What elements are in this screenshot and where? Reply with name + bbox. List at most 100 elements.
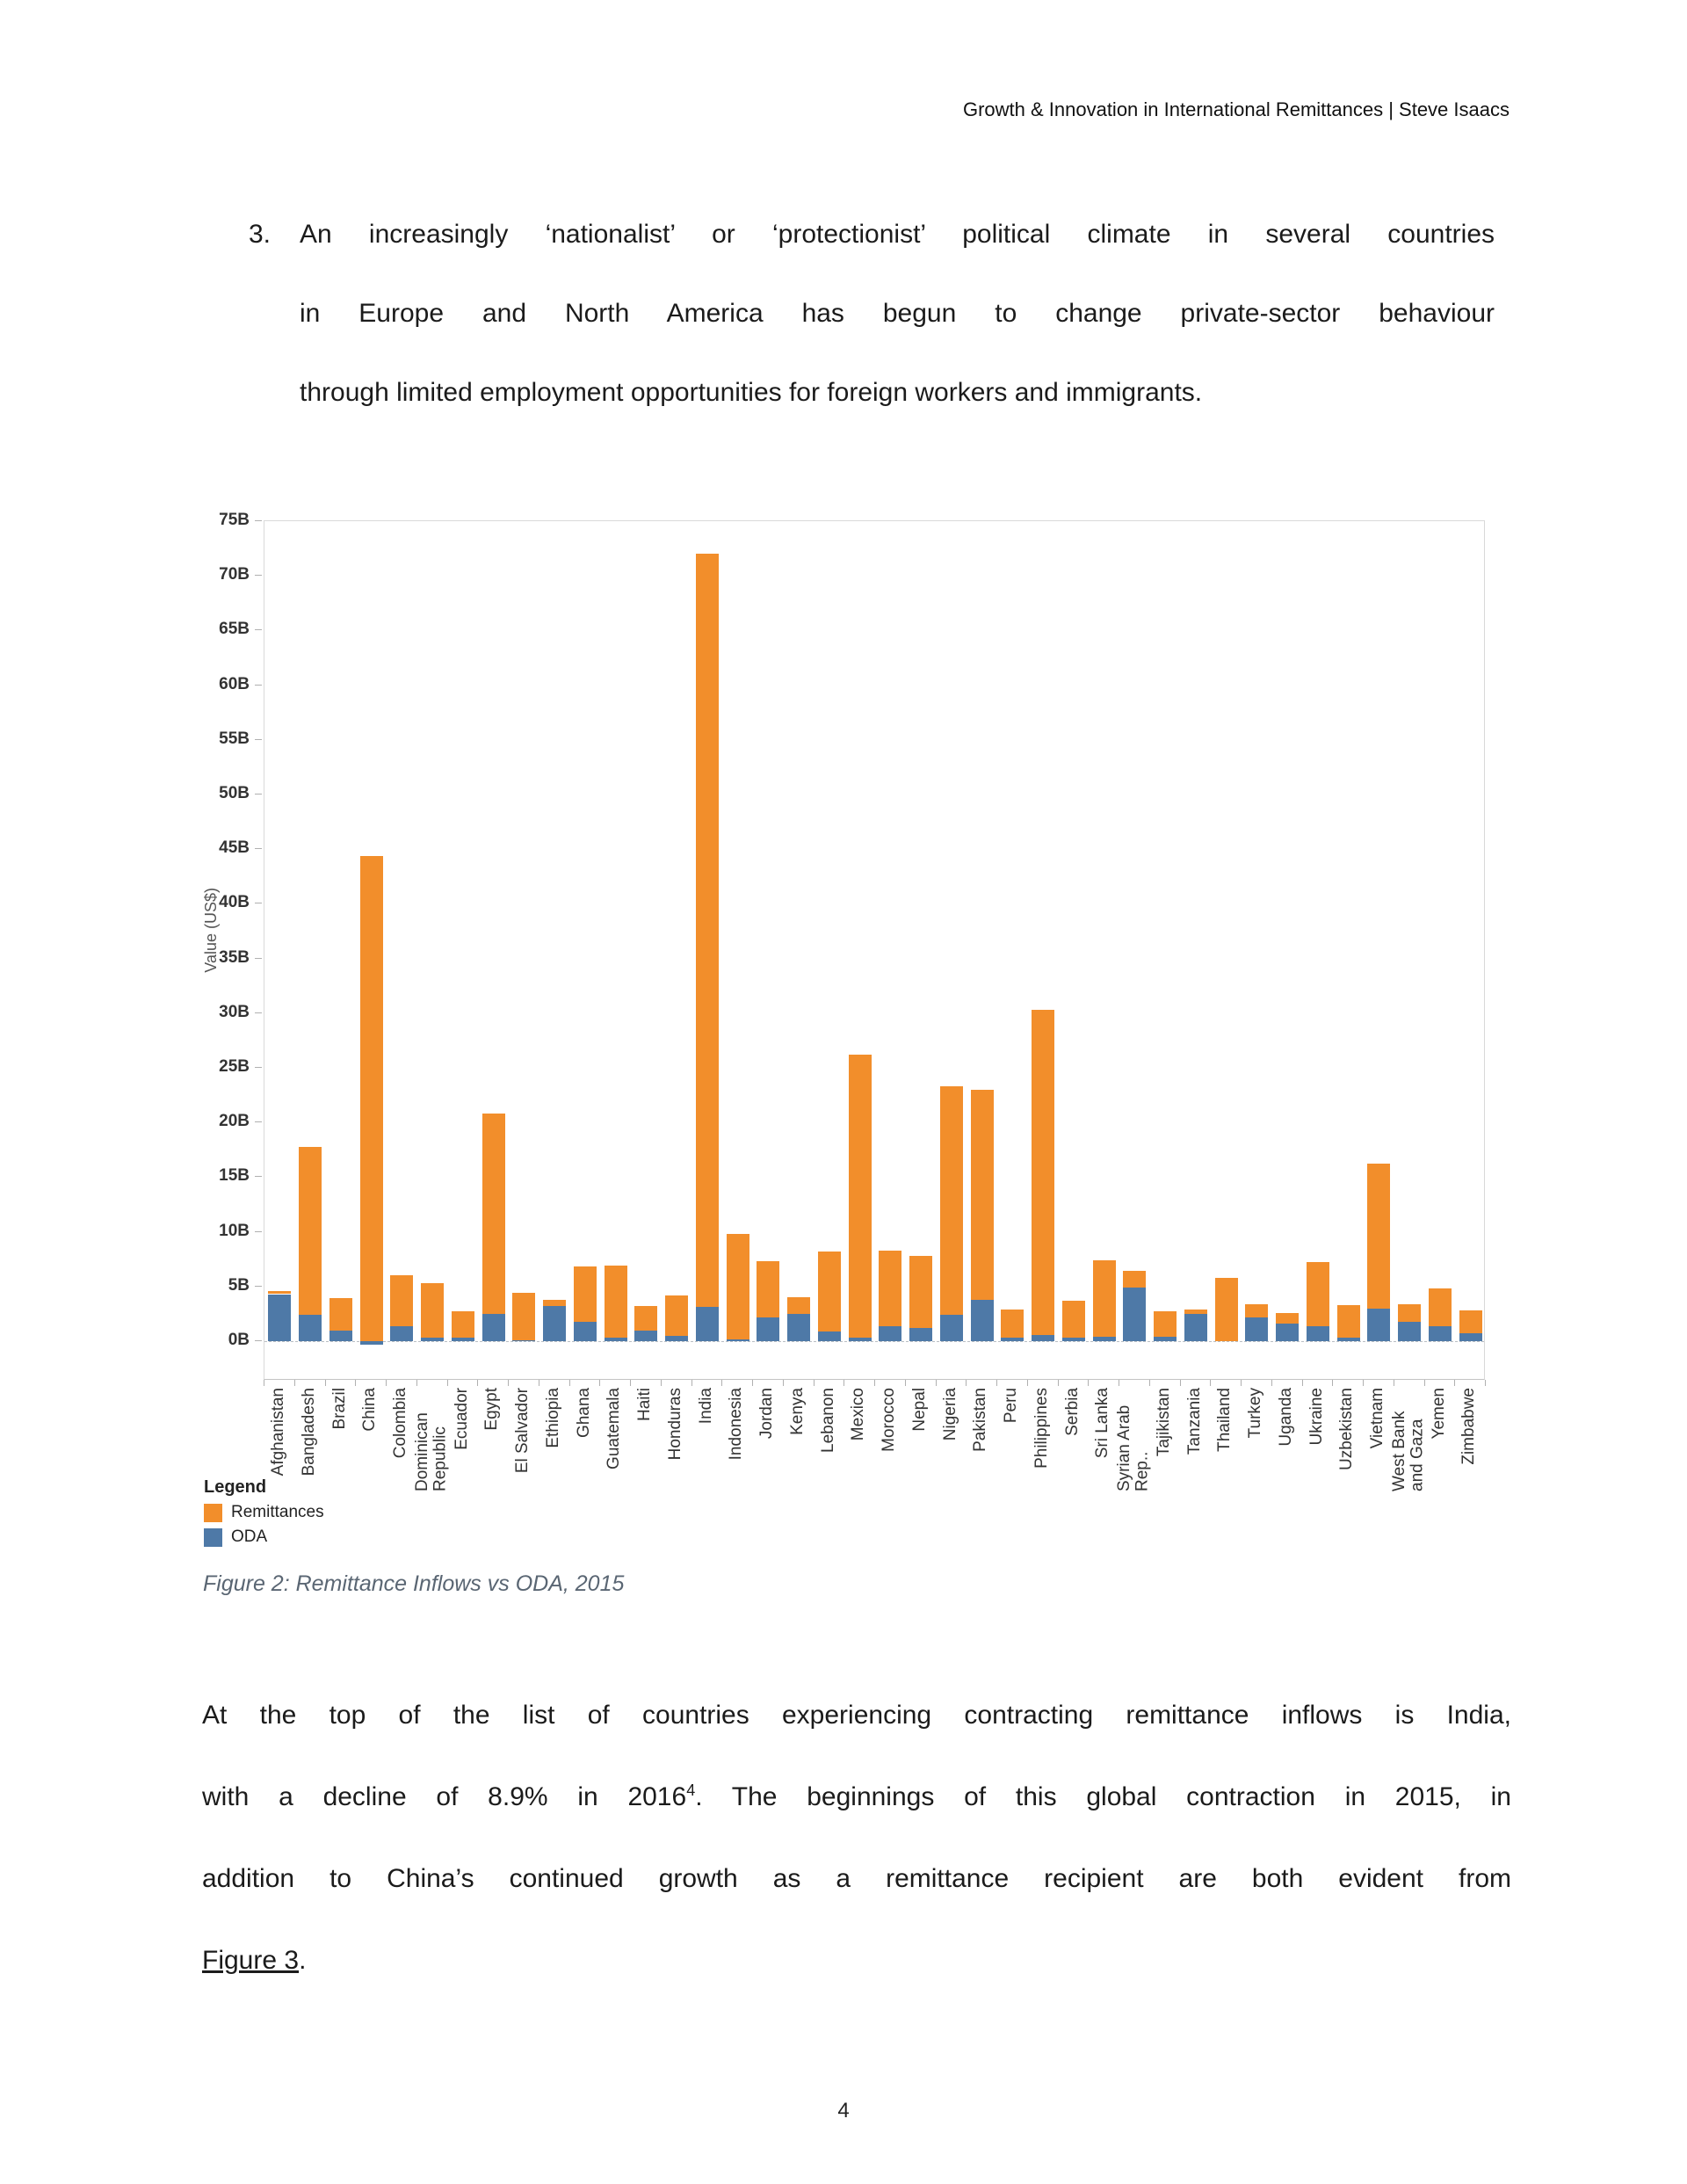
bar-remittances-ukraine: [1306, 1262, 1329, 1326]
x-axis-label: Uganda: [1276, 1388, 1295, 1447]
y-axis-label: 70B: [219, 565, 250, 584]
x-axis-tick: [691, 1380, 692, 1386]
page-number: 4: [837, 2099, 850, 2122]
x-axis-label: Egypt: [482, 1388, 502, 1431]
figure-chart: Value (US$) 0B 5B 10B 15B 20B 25B 30B 35B 40B 45B…: [202, 505, 1625, 1551]
bar-oda-west-bank-and-gaza: [1398, 1321, 1422, 1341]
y-axis-label: 75B: [219, 511, 250, 529]
bar-remittances-ethiopia: [543, 1299, 567, 1307]
x-axis-label-cell: Sri Lanka: [1088, 1388, 1119, 1544]
x-axis-label-cell: Dominican Republic: [413, 1388, 450, 1544]
bar-remittances-bangladesh: [299, 1146, 322, 1316]
bar-remittances-nigeria: [939, 1086, 963, 1316]
x-axis-tick: [966, 1380, 967, 1386]
x-axis-label-cell: Brazil: [325, 1388, 356, 1544]
bar-remittances-syrian-arab-rep: [1123, 1271, 1147, 1288]
figure3-link[interactable]: Figure 3: [202, 1946, 300, 1975]
x-axis-label-cell: El Salvador: [508, 1388, 539, 1544]
bar-remittances-ghana: [573, 1266, 597, 1322]
x-axis-tick: [1301, 1380, 1303, 1386]
x-axis-tick: [1485, 1380, 1486, 1386]
x-axis-labels: Afghanistan Bangladesh Brazil China Colombia…: [264, 1388, 1485, 1544]
x-axis-label: Kenya: [787, 1388, 807, 1435]
x-axis-label-cell: Ukraine: [1302, 1388, 1333, 1544]
x-axis-label: Morocco: [880, 1388, 899, 1452]
y-axis-tick: [255, 957, 262, 959]
bar-oda-uganda: [1276, 1324, 1300, 1341]
bar-remittances-dominican-republic: [421, 1283, 445, 1339]
x-axis-tick: [1057, 1380, 1059, 1386]
x-axis-tick: [599, 1380, 601, 1386]
x-axis-label-cell: Turkey: [1241, 1388, 1271, 1544]
x-axis-tick: [1210, 1380, 1212, 1386]
bar-remittances-uzbekistan: [1336, 1304, 1360, 1339]
x-axis-label-cell: Haiti: [630, 1388, 661, 1544]
x-axis-label: China: [360, 1388, 380, 1432]
x-axis-label-cell: Zimbabwe: [1454, 1388, 1485, 1544]
bar-oda-colombia: [390, 1325, 414, 1341]
x-axis-tick: [721, 1380, 723, 1386]
bar-remittances-mexico: [848, 1055, 872, 1339]
x-axis-label-cell: Yemen: [1424, 1388, 1455, 1544]
plot-area: [264, 520, 1485, 1380]
bar-oda-nepal: [909, 1328, 933, 1341]
x-axis-label-cell: Ethiopia: [539, 1388, 569, 1544]
x-axis-label-cell: India: [691, 1388, 722, 1544]
x-axis-label: Tanzania: [1184, 1388, 1204, 1455]
x-axis-label: Syrian Arab Rep..: [1114, 1404, 1152, 1491]
x-axis-label: Thailand: [1215, 1388, 1234, 1452]
bar-oda-dominican-republic: [421, 1338, 445, 1341]
body-line: At the top of the list of countries expe…: [202, 1701, 1511, 1730]
y-axis-tick: [255, 1012, 262, 1013]
x-axis-tick: [1271, 1380, 1272, 1386]
x-axis-tick: [874, 1380, 875, 1386]
x-axis-label: Mexico: [849, 1388, 868, 1441]
bar-oda-ukraine: [1306, 1325, 1329, 1341]
bar-oda-tajikistan: [1154, 1337, 1177, 1341]
zero-line: [264, 1341, 1484, 1342]
x-axis-tick: [1454, 1380, 1456, 1386]
bar-oda-philippines: [1032, 1334, 1055, 1341]
list-item-text: An increasingly ‘nationalist’ or ‘protec…: [300, 195, 1495, 432]
x-axis-label-cell: Serbia: [1058, 1388, 1089, 1544]
bar-remittances-serbia: [1061, 1300, 1085, 1339]
y-axis-tick: [255, 629, 262, 631]
x-axis-tick: [1088, 1380, 1090, 1386]
legend-swatch-remittances: [204, 1503, 222, 1522]
bar-remittances-vietnam: [1367, 1164, 1391, 1309]
legend-item-label: ODA: [231, 1527, 268, 1546]
x-axis-label-cell: Tajikistan: [1149, 1388, 1180, 1544]
x-axis-tick: [293, 1380, 295, 1386]
bar-oda-vietnam: [1367, 1308, 1391, 1341]
x-axis-tick: [477, 1380, 479, 1386]
y-axis: 0B 5B 10B 15B 20B 25B 30B 35B 40B 45B 50B 55B 60B 65B…: [202, 512, 262, 1380]
y-axis-tick: [255, 848, 262, 850]
bar-oda-ecuador: [451, 1338, 474, 1341]
list-item-line: An increasingly ‘nationalist’ or ‘protec…: [300, 220, 1495, 249]
x-axis-label: Ecuador: [452, 1388, 471, 1450]
legend-item: ODA: [204, 1527, 324, 1547]
body-line: addition to China’s continued growth as …: [202, 1864, 1511, 1893]
bar-remittances-indonesia: [726, 1234, 749, 1339]
x-axis-label-cell: Morocco: [874, 1388, 905, 1544]
bar-remittances-india: [695, 554, 719, 1308]
y-axis-label: 50B: [219, 784, 250, 802]
x-axis-label-cell: China: [355, 1388, 386, 1544]
x-axis-label-cell: Ghana: [569, 1388, 600, 1544]
body-paragraph: At the top of the list of countries expe…: [202, 1674, 1511, 2001]
bar-remittances-uganda: [1276, 1312, 1300, 1324]
x-axis-label-cell: Mexico: [844, 1388, 874, 1544]
x-axis-tick: [1026, 1380, 1028, 1386]
x-axis-tick: [1332, 1380, 1334, 1386]
x-axis-tick: [1363, 1380, 1364, 1386]
bar-remittances-thailand: [1214, 1277, 1238, 1341]
list-item-line: through limited employment opportunities…: [300, 378, 1203, 407]
x-axis-label: Zimbabwe: [1459, 1388, 1479, 1465]
bar-remittances-west-bank-and-gaza: [1398, 1303, 1422, 1322]
y-axis-label: 60B: [219, 674, 250, 693]
x-axis-label: Colombia: [391, 1388, 410, 1459]
x-axis-tick: [630, 1380, 631, 1386]
x-axis-tick: [782, 1380, 784, 1386]
x-axis-label: Lebanon: [818, 1388, 837, 1453]
